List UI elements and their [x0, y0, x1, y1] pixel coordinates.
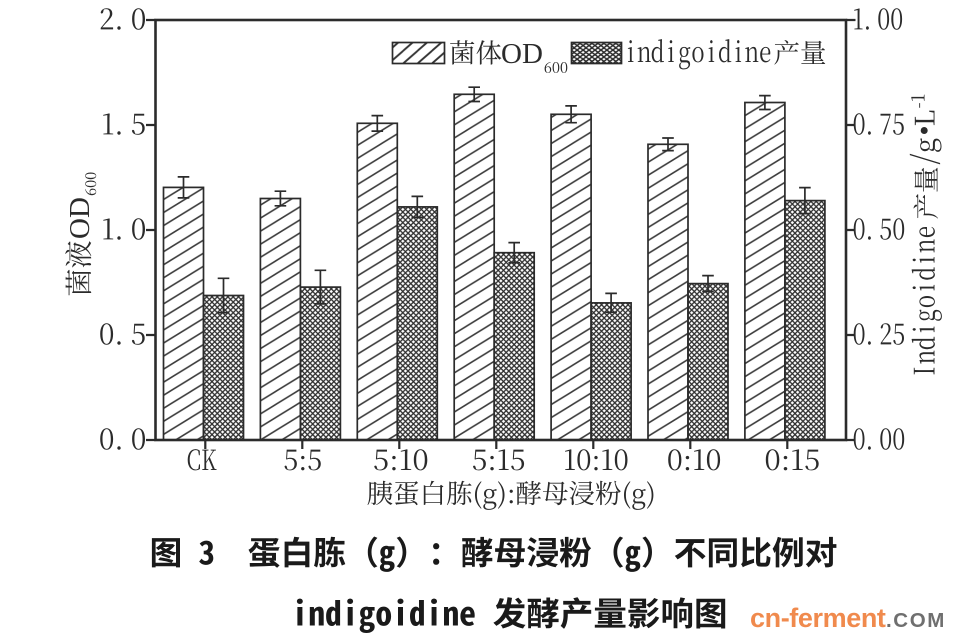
svg-text:.COM: .COM [886, 609, 946, 632]
svg-text:cn-ferment: cn-ferment [750, 603, 886, 633]
svg-text:OD: OD [64, 197, 96, 239]
svg-text:OD: OD [501, 38, 543, 70]
